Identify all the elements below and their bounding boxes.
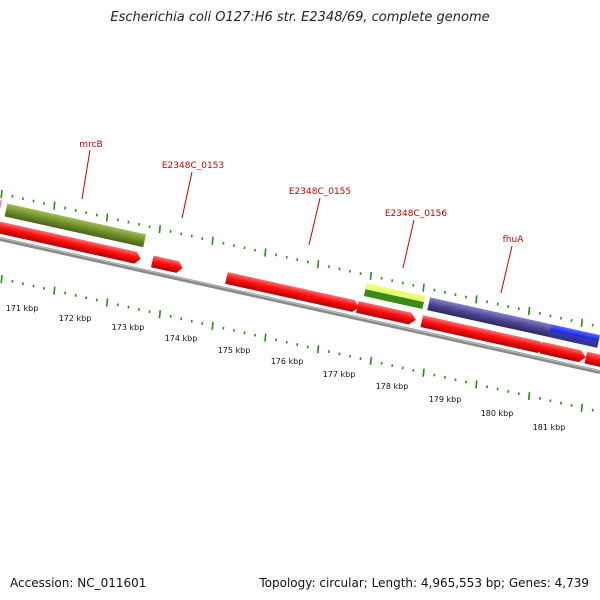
genome-backbone: [0, 237, 600, 374]
red-arrow-gene[interactable]: [420, 315, 546, 354]
major-tick: [211, 236, 214, 245]
map-title: Escherichia coli O127:H6 str. E2348/69, …: [110, 10, 490, 25]
red-arrow-gene[interactable]: [0, 221, 142, 265]
red-arrow-gene[interactable]: [539, 341, 588, 364]
gene-E2348C_0156[interactable]: [363, 289, 424, 310]
major-tick: [527, 307, 531, 316]
red-arrow-track: [0, 221, 600, 371]
red-arrow-gene[interactable]: [584, 351, 600, 371]
scale-label: 172 kbp: [59, 314, 92, 323]
gene-fhuA[interactable]: [427, 297, 552, 337]
gene-E2348C_0156-top[interactable]: [365, 283, 426, 303]
major-tick: [53, 201, 56, 210]
major-tick: [211, 321, 214, 330]
scale-label: 177 kbp: [323, 370, 356, 379]
major-tick: [422, 283, 425, 292]
scale-label: 175 kbp: [218, 346, 251, 355]
major-tick: [264, 333, 267, 342]
gene-mrcB[interactable]: [4, 203, 147, 248]
label-leader-E2348C_0156: [402, 219, 415, 269]
accession-text: Accession: NC_011601: [10, 576, 147, 590]
major-tick: [0, 274, 3, 284]
major-tick: [580, 318, 584, 327]
scale-ticks-inner: [0, 274, 594, 412]
major-tick: [264, 248, 267, 257]
forward-strand-track: [0, 197, 600, 348]
gene-feature-blue-lower: [548, 330, 599, 348]
scale-label: 176 kbp: [271, 357, 304, 366]
major-tick: [475, 380, 478, 389]
label-leader-E2348C_0155: [308, 197, 321, 246]
label-E2348C_0156[interactable]: E2348C_0156: [385, 209, 448, 219]
scale-ticks-outer: [0, 189, 594, 327]
major-tick: [53, 286, 56, 295]
genome-backbone-highlight: [0, 237, 600, 372]
red-arrow-gene[interactable]: [225, 272, 360, 313]
major-tick: [369, 271, 373, 281]
major-tick: [580, 403, 584, 412]
gene-labels: mrcB E2348C_0153 E2348C_0155 E2348C_0156…: [79, 140, 525, 294]
label-leader-fhuA: [500, 245, 513, 294]
red-arrow-gene[interactable]: [356, 301, 417, 326]
gene-feature-magenta[interactable]: [0, 197, 2, 213]
major-tick: [422, 368, 425, 377]
major-tick: [316, 345, 320, 354]
scale-label: 173 kbp: [112, 323, 145, 332]
label-fhuA[interactable]: fhuA: [503, 235, 525, 245]
label-leader-E2348C_0153: [181, 171, 193, 219]
scale-labels: 171 kbp 172 kbp 173 kbp 174 kbp 175 kbp …: [6, 304, 566, 432]
major-tick: [527, 392, 531, 401]
scale-label: 171 kbp: [6, 304, 39, 313]
scale-label: 174 kbp: [165, 334, 198, 343]
label-E2348C_0155[interactable]: E2348C_0155: [289, 187, 351, 197]
major-tick: [158, 310, 162, 319]
scale-label: 179 kbp: [429, 395, 462, 404]
major-tick: [105, 213, 109, 222]
major-tick: [158, 225, 162, 234]
major-tick: [0, 189, 3, 199]
major-tick: [475, 295, 478, 304]
red-arrow-gene[interactable]: [151, 255, 184, 274]
major-tick: [105, 298, 109, 307]
topology-text: Topology: circular; Length: 4,965,553 bp…: [259, 576, 589, 590]
major-tick: [316, 260, 320, 269]
scale-label: 180 kbp: [481, 409, 514, 418]
major-tick: [369, 356, 373, 366]
label-E2348C_0153[interactable]: E2348C_0153: [162, 161, 224, 171]
scale-label: 181 kbp: [533, 423, 566, 432]
scale-label: 178 kbp: [376, 382, 409, 391]
label-leader-mrcB: [81, 149, 91, 200]
label-mrcB[interactable]: mrcB: [79, 140, 102, 150]
